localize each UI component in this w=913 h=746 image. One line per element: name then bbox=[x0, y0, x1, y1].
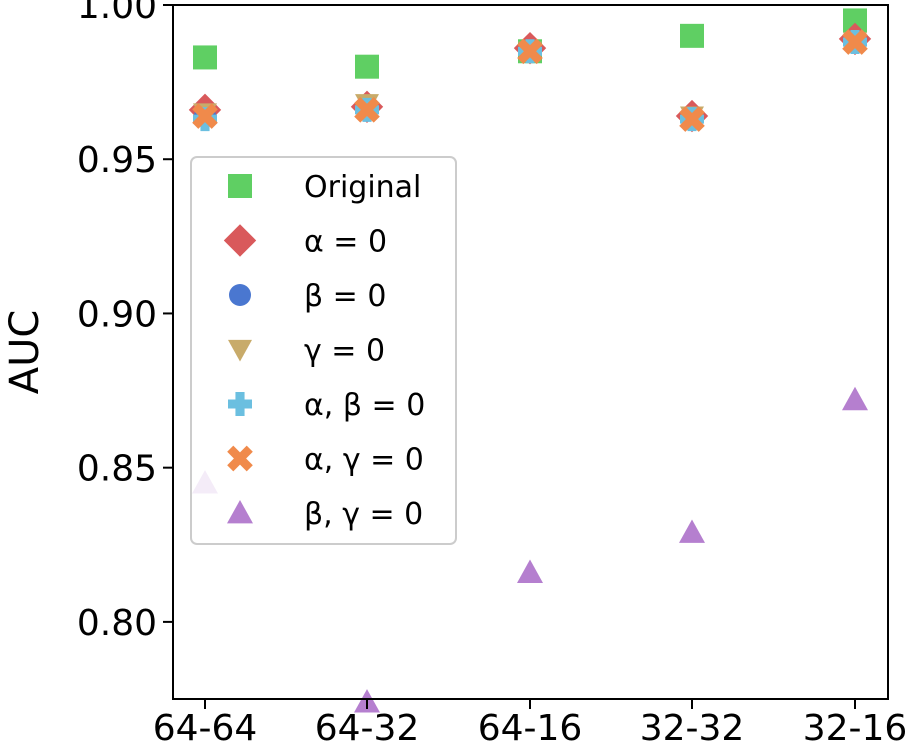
legend-label: β, γ = 0 bbox=[304, 497, 423, 532]
legend: Original α = 0 β = 0 γ = 0 α, β = 0 α, γ = 0 β… bbox=[190, 156, 457, 545]
y-tick-label: 0.85 bbox=[77, 449, 157, 490]
data-point bbox=[679, 519, 705, 543]
legend-marker bbox=[228, 174, 252, 198]
data-point bbox=[517, 38, 543, 65]
data-point bbox=[354, 97, 380, 123]
x-tick-label: 32-32 bbox=[640, 708, 745, 746]
legend-label: Original bbox=[304, 170, 421, 205]
legend-box bbox=[190, 156, 457, 545]
y-axis-label: AUC bbox=[2, 310, 48, 395]
data-point bbox=[842, 386, 868, 411]
y-tick-label: 0.90 bbox=[77, 294, 157, 335]
legend-label: α, γ = 0 bbox=[304, 443, 424, 478]
data-point bbox=[193, 45, 217, 70]
x-tick-label: 64-16 bbox=[478, 708, 583, 746]
legend-label: α = 0 bbox=[304, 225, 387, 260]
legend-marker bbox=[227, 445, 253, 472]
x-tick-label: 32-16 bbox=[803, 708, 908, 746]
data-point bbox=[517, 559, 543, 583]
legend-marker bbox=[228, 392, 252, 416]
legend-marker bbox=[223, 224, 257, 257]
data-point bbox=[680, 23, 704, 48]
legend-marker bbox=[229, 284, 251, 306]
y-axis: 0.80 0.85 0.90 0.95 1.00 bbox=[77, 0, 173, 644]
plot-marks bbox=[188, 8, 872, 713]
data-point bbox=[355, 54, 379, 79]
data-point bbox=[192, 103, 218, 129]
x-axis: 64-64 64-32 64-16 32-32 32-16 bbox=[153, 699, 908, 746]
legend-marker bbox=[228, 339, 252, 362]
legend-label: α, β = 0 bbox=[304, 388, 425, 423]
y-tick-label: 0.95 bbox=[77, 140, 157, 181]
legend-marker bbox=[227, 500, 253, 524]
y-tick-label: 1.00 bbox=[77, 0, 157, 27]
legend-label: γ = 0 bbox=[304, 334, 385, 369]
data-point bbox=[679, 106, 705, 132]
data-point bbox=[842, 29, 868, 55]
legend-label: β = 0 bbox=[304, 279, 386, 314]
x-tick-label: 64-64 bbox=[153, 708, 258, 746]
y-tick-label: 0.80 bbox=[77, 603, 157, 644]
x-tick-label: 64-32 bbox=[315, 708, 420, 746]
